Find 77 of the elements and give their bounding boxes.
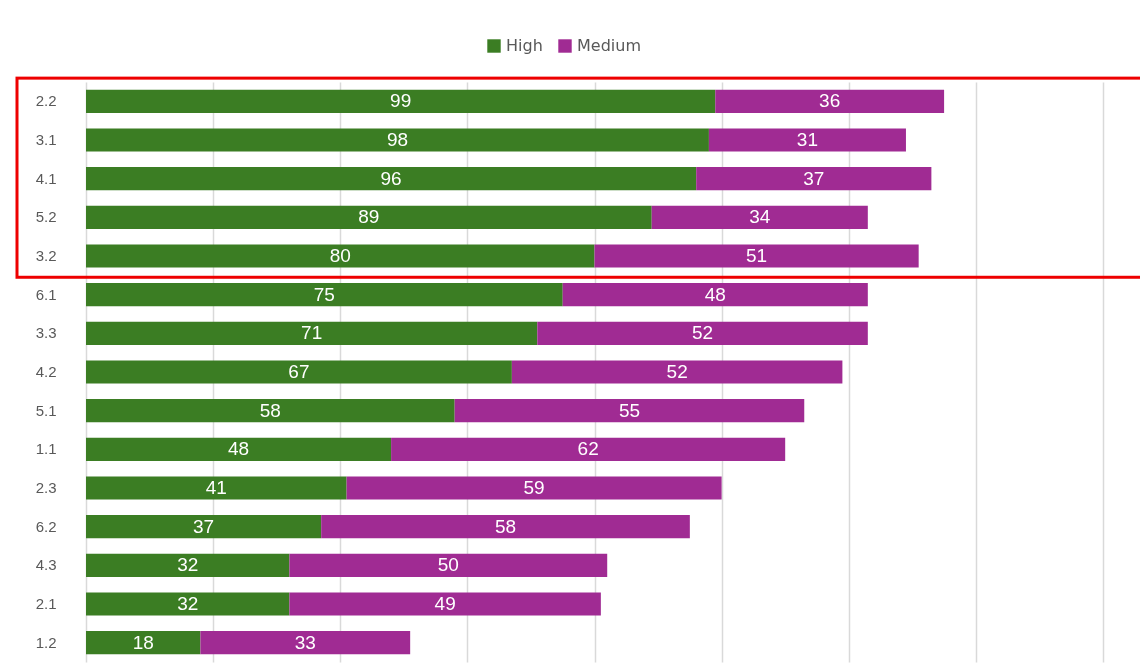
bar — [86, 321, 538, 345]
data-label: 32 — [177, 593, 199, 614]
legend-label: High — [506, 36, 543, 55]
bar — [562, 283, 868, 307]
bar — [511, 360, 843, 384]
y-tick-label: 4.1 — [35, 169, 57, 187]
data-label: 99 — [390, 90, 412, 112]
data-label: 75 — [313, 283, 335, 305]
bar — [289, 553, 608, 577]
data-label: 31 — [796, 129, 818, 150]
bar — [289, 592, 601, 616]
bar — [346, 476, 722, 500]
bar — [86, 515, 322, 539]
data-label: 59 — [523, 477, 545, 498]
y-tick-label: 4.2 — [35, 363, 57, 380]
y-tick-label: 5.1 — [35, 401, 57, 419]
bar — [715, 89, 945, 113]
data-label: 52 — [666, 361, 688, 382]
bar — [86, 592, 290, 616]
bar — [86, 360, 512, 384]
data-label: 48 — [227, 438, 250, 460]
bar — [537, 321, 868, 345]
bar — [200, 631, 411, 655]
bar — [86, 553, 290, 577]
bar — [86, 128, 709, 152]
data-label: 48 — [704, 283, 726, 305]
data-label: 33 — [294, 631, 316, 653]
bar — [86, 399, 455, 423]
data-label: 89 — [358, 206, 380, 228]
y-tick-label: 3.3 — [35, 324, 57, 342]
data-label: 80 — [329, 245, 351, 266]
y-tick-label: 2.1 — [35, 595, 57, 612]
y-tick-label: 3.2 — [35, 247, 57, 264]
data-label: 34 — [749, 206, 771, 228]
data-label: 98 — [386, 129, 409, 150]
y-tick-label: 1.2 — [35, 633, 57, 651]
bar — [86, 244, 595, 268]
bar — [86, 631, 201, 655]
bar — [86, 205, 652, 229]
bar — [86, 89, 716, 113]
y-tick-label: 6.1 — [35, 285, 57, 303]
data-label: 37 — [803, 167, 825, 189]
data-label: 49 — [434, 593, 456, 614]
bar — [86, 476, 347, 500]
bar — [651, 205, 868, 229]
bar — [594, 244, 919, 268]
bar — [696, 167, 932, 191]
data-label: 41 — [205, 477, 227, 498]
data-label: 67 — [288, 361, 310, 382]
y-tick-label: 2.3 — [35, 479, 57, 496]
data-label: 52 — [691, 322, 714, 344]
data-label: 36 — [819, 90, 841, 112]
bar — [454, 399, 805, 423]
y-tick-label: 4.3 — [35, 556, 57, 574]
data-label: 58 — [259, 399, 281, 421]
y-tick-label: 3.1 — [35, 131, 57, 148]
y-tick-label: 1.1 — [35, 440, 57, 458]
data-label: 50 — [437, 554, 459, 576]
bar — [391, 437, 786, 461]
legend-label: Medium — [577, 36, 641, 55]
data-label: 18 — [132, 631, 154, 653]
y-tick-label: 5.2 — [35, 208, 57, 226]
data-label: 51 — [746, 245, 768, 266]
bar — [86, 437, 392, 461]
data-label: 62 — [577, 438, 599, 460]
data-label: 58 — [494, 515, 517, 537]
bar — [321, 515, 690, 539]
y-tick-label: 6.2 — [35, 517, 57, 535]
data-label: 37 — [193, 515, 215, 537]
bar — [86, 167, 697, 191]
data-label: 96 — [380, 167, 402, 189]
bar — [86, 283, 563, 307]
data-label: 32 — [177, 554, 199, 576]
data-label: 55 — [618, 399, 641, 421]
y-tick-label: 2.2 — [35, 92, 57, 110]
data-label: 71 — [301, 322, 323, 344]
bar — [708, 128, 906, 152]
